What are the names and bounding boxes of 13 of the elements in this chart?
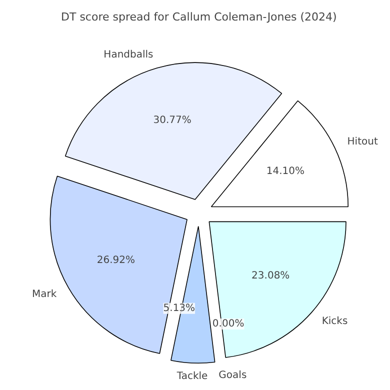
data-label: 26.92% (96, 254, 136, 266)
slice-label: Handballs (104, 49, 154, 60)
slice-label: Mark (32, 289, 57, 300)
slice-label: Tackle (176, 371, 208, 382)
slice-label: Kicks (322, 316, 348, 328)
data-label: 14.10% (266, 166, 305, 178)
data-label: 5.13% (163, 302, 196, 314)
chart-title: DT score spread for Callum Coleman-Jones (2024) (61, 10, 337, 24)
data-label: 30.77% (153, 115, 192, 126)
slice-label: Hitout (347, 136, 378, 148)
category-label: Goals (218, 370, 247, 382)
text: 0.00% (212, 318, 244, 330)
data-label: 23.08% (252, 270, 290, 282)
